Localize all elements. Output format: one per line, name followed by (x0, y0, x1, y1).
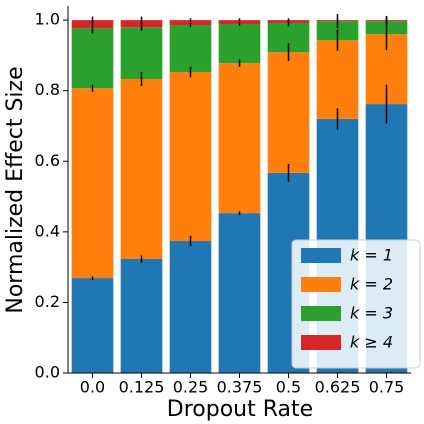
y-tick-label: 1.0 (35, 10, 60, 29)
bar-segment (267, 52, 310, 173)
bar-segment (169, 20, 212, 26)
legend-swatch (301, 335, 341, 350)
x-tick-label: 0.375 (217, 378, 263, 397)
bar-segment (120, 79, 163, 260)
legend-label: k = 2 (350, 275, 393, 294)
bar-segment (71, 278, 114, 373)
bar-segment (71, 88, 114, 279)
bar-segment (71, 28, 114, 89)
legend-swatch (301, 248, 341, 263)
x-tick-label: 0.0 (80, 378, 105, 397)
y-axis-label: Normalized Effect Size (3, 66, 28, 313)
bar-segment (169, 71, 212, 242)
bar-segment (218, 20, 261, 24)
x-tick-label: 0.125 (119, 378, 165, 397)
bar-segment (218, 213, 261, 373)
x-axis-label: Dropout Rate (167, 397, 313, 422)
bar-segment (316, 40, 359, 119)
legend-swatch (301, 277, 341, 292)
bar-segment (218, 63, 261, 214)
legend-label: k = 3 (350, 304, 393, 323)
legend-swatch (301, 306, 341, 321)
x-tick-label: 0.625 (315, 378, 361, 397)
y-tick-label: 0.8 (35, 80, 60, 99)
y-tick-label: 0.0 (35, 363, 60, 382)
bar-segment (169, 25, 212, 72)
bar-segment (120, 259, 163, 373)
x-tick-label: 0.75 (369, 378, 405, 397)
bar-segment (169, 241, 212, 373)
y-tick-label: 0.4 (35, 221, 60, 240)
y-tick-label: 0.2 (35, 292, 60, 311)
bar-segment (120, 27, 163, 80)
bar-segment (218, 23, 261, 64)
x-tick-label: 0.25 (173, 378, 209, 397)
legend-label: k ≥ 4 (350, 333, 393, 352)
y-tick-label: 0.6 (35, 151, 60, 170)
x-tick-label: 0.5 (276, 378, 301, 397)
legend-label: k = 1 (350, 246, 393, 265)
